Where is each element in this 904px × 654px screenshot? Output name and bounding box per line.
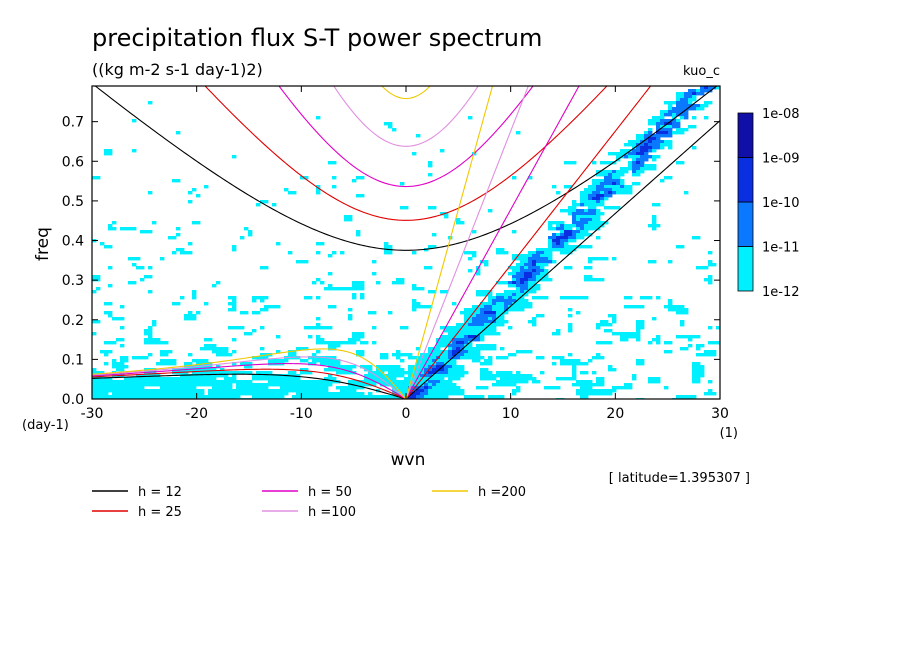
colorbar-label: 1e-12 — [762, 285, 800, 300]
colorbar-segment — [737, 112, 754, 158]
y-tick-label: 0.7 — [62, 115, 84, 131]
rossby-curve — [92, 368, 407, 399]
y-tick-label: 0.1 — [62, 352, 84, 368]
spectrum-heatmap — [92, 86, 720, 399]
x-tick-label: -30 — [81, 406, 104, 422]
x-axis-label: wvn — [391, 450, 426, 470]
chart-title: precipitation flux S-T power spectrum — [92, 24, 542, 52]
x-tick-label: 30 — [711, 406, 729, 422]
colorbar-label: 1e-08 — [762, 107, 800, 122]
kelvin-curve — [405, 86, 529, 399]
legend-label: h = 50 — [308, 485, 352, 500]
gravity-curve — [94, 86, 718, 251]
latitude-note: [ latitude=1.395307 ] — [609, 471, 750, 486]
y-axis-label: freq — [33, 227, 53, 261]
gravity-curve — [381, 86, 431, 100]
gravity-curve — [278, 86, 534, 188]
rossby-curve — [92, 363, 407, 399]
colorbar-label: 1e-09 — [762, 152, 800, 167]
gravity-curve — [333, 86, 479, 147]
x-axis-ticks: -30 -20 -10 0 10 20 30 — [81, 86, 729, 422]
x-unit-label: (1) — [720, 426, 738, 441]
kelvin-curve — [405, 86, 652, 399]
y-tick-label: 0.3 — [62, 273, 84, 289]
y-axis-ticks: 0.0 0.1 0.2 0.3 0.4 0.5 0.6 0.7 — [62, 115, 720, 408]
y-tick-label: 0.6 — [62, 154, 84, 170]
run-label: kuo_c — [683, 64, 720, 79]
rossby-curve — [92, 348, 407, 399]
kelvin-curve — [405, 120, 720, 399]
y-tick-label: 0.5 — [62, 194, 84, 210]
colorbar: 1e-12 1e-11 1e-10 1e-09 1e-08 — [737, 107, 800, 300]
rossby-curve — [92, 373, 407, 399]
gravity-curve — [204, 86, 608, 221]
x-tick-label: -10 — [290, 406, 313, 422]
colorbar-label: 1e-11 — [762, 241, 800, 256]
x-tick-label: -20 — [185, 406, 208, 422]
plot-frame — [91, 85, 721, 400]
legend-label: h =200 — [478, 485, 526, 500]
legend-label: h = 25 — [138, 505, 182, 520]
chart-subtitle: ((kg m-2 s-1 day-1)2) — [92, 60, 263, 79]
x-tick-label: 0 — [402, 406, 411, 422]
rossby-curve — [92, 356, 407, 399]
y-tick-label: 0.0 — [62, 392, 84, 408]
x-tick-label: 10 — [502, 406, 520, 422]
colorbar-label: 1e-10 — [762, 196, 800, 211]
legend-label: h = 12 — [138, 485, 182, 500]
dispersion-curves — [92, 86, 720, 399]
colorbar-segment — [737, 246, 754, 292]
colorbar-segment — [737, 201, 754, 247]
legend: h = 12 h = 25 h = 50 h =100 h =200 — [92, 485, 526, 520]
colorbar-segment — [737, 157, 754, 203]
y-tick-label: 0.2 — [62, 313, 84, 329]
legend-label: h =100 — [308, 505, 356, 520]
x-tick-label: 20 — [606, 406, 624, 422]
kelvin-curve — [405, 86, 580, 399]
y-tick-label: 0.4 — [62, 234, 84, 250]
kelvin-curve — [405, 86, 494, 399]
y-unit-label: (day-1) — [22, 418, 69, 433]
